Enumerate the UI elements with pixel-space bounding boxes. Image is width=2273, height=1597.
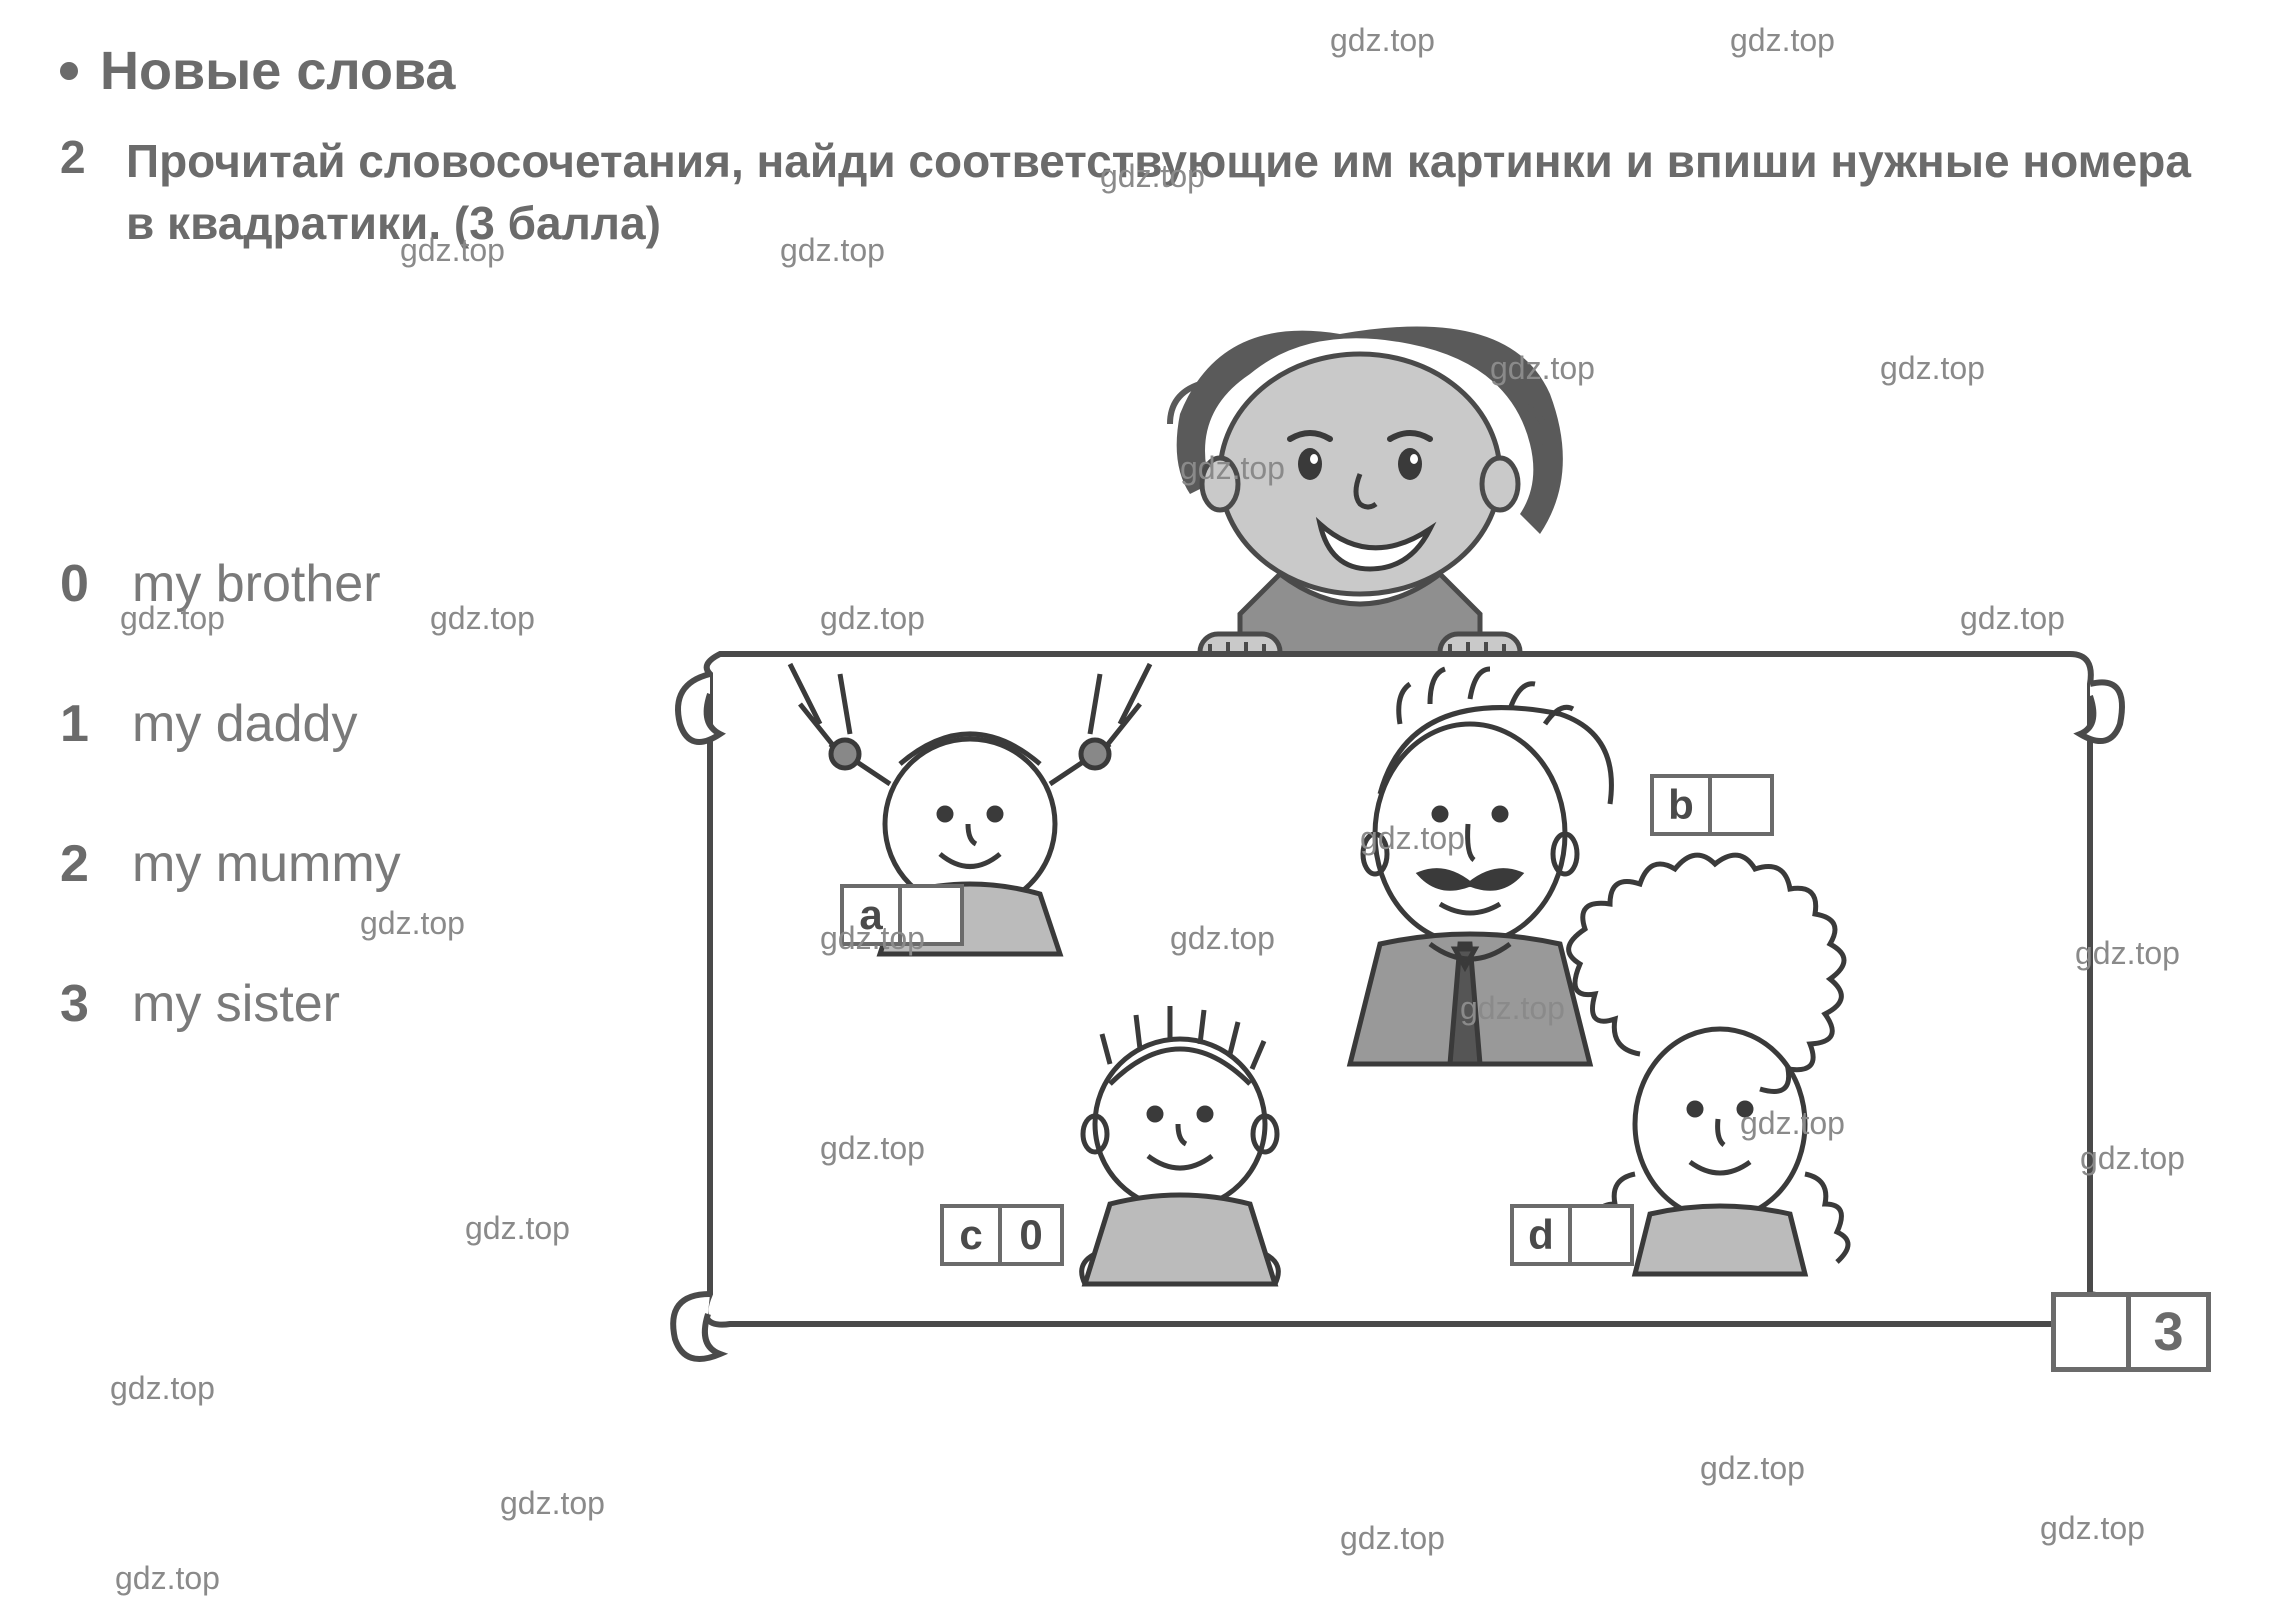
box-label: d [1510,1204,1572,1266]
watermark-text: gdz.top [1340,1520,1445,1557]
family-poster-svg [640,294,2140,1374]
word-text: my daddy [132,694,357,754]
boy-icon [1170,327,1563,675]
word-number: 1 [60,694,104,754]
bullet-icon [60,62,78,80]
section-header: Новые слова [60,40,2213,102]
word-number: 2 [60,834,104,894]
box-label: a [840,884,902,946]
watermark-text: gdz.top [1700,1450,1805,1487]
watermark-text: gdz.top [110,1370,215,1407]
score-earned[interactable] [2051,1292,2131,1372]
section-title: Новые слова [100,40,455,102]
word-text: my sister [132,974,340,1034]
illustration-panel: a b c 0 d 3 [640,294,2213,1374]
answer-box-b: b [1650,774,1774,836]
task-text: Прочитай словосочетания, найди соответст… [126,130,2213,254]
score-box: 3 [2051,1292,2211,1372]
list-item: 3 my sister [60,974,580,1034]
score-total: 3 [2131,1292,2211,1372]
task-row: 2 Прочитай словосочетания, найди соответ… [60,130,2213,254]
answer-box-d: d [1510,1204,1634,1266]
watermark-text: gdz.top [500,1485,605,1522]
list-item: 2 my mummy [60,834,580,894]
box-label: c [940,1204,1002,1266]
watermark-text: gdz.top [2040,1510,2145,1547]
task-number: 2 [60,130,100,254]
box-input[interactable] [1572,1204,1634,1266]
word-number: 0 [60,554,104,614]
box-label: b [1650,774,1712,836]
box-input[interactable] [902,884,964,946]
answer-box-c: c 0 [940,1204,1064,1266]
list-item: 0 my brother [60,554,580,614]
box-input[interactable] [1712,774,1774,836]
word-number: 3 [60,974,104,1034]
box-input[interactable]: 0 [1002,1204,1064,1266]
word-text: my brother [132,554,381,614]
content-area: 0 my brother 1 my daddy 2 my mummy 3 my … [60,294,2213,1374]
list-item: 1 my daddy [60,694,580,754]
answer-box-a: a [840,884,964,946]
word-list: 0 my brother 1 my daddy 2 my mummy 3 my … [60,294,580,1114]
word-text: my mummy [132,834,401,894]
